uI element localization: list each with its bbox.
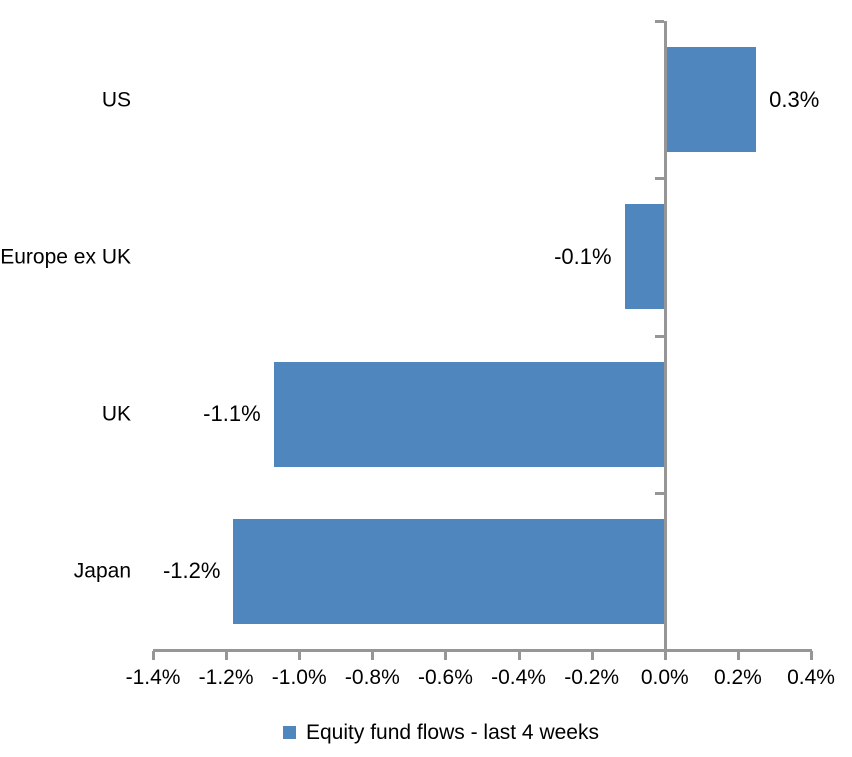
value-label-us: 0.3% [769,86,820,112]
x-axis-tick [371,651,375,660]
x-tick-label-9: 0.4% [787,666,835,689]
y-axis-tick [654,334,664,338]
legend-color-swatch [283,726,296,739]
x-axis-tick [663,651,667,660]
y-axis-tick [654,20,664,23]
y-axis-tick [654,177,664,181]
value-label-uk: -1.1% [203,401,261,427]
value-label-europe-ex-uk: -0.1% [554,243,612,269]
legend-label: Equity fund flows - last 4 weeks [306,721,599,744]
x-tick-label-0: -1.4% [125,666,181,689]
x-axis-tick [298,651,302,660]
x-axis-tick [517,651,521,660]
chart-legend: Equity fund flows - last 4 weeks [283,719,599,746]
bar-europe-ex-uk [624,204,665,310]
x-tick-label-5: -0.4% [491,666,546,689]
y-axis-line [663,21,667,652]
x-axis-tick [225,651,229,660]
category-label-japan: Japan [73,559,131,583]
x-tick-label-7: 0.0% [640,666,689,689]
x-tick-label-8: 0.2% [713,666,762,689]
x-axis-tick [152,651,155,660]
bar-us [664,47,757,153]
x-axis-tick [444,651,448,660]
x-axis-line [153,649,812,652]
x-axis-tick [736,651,740,660]
x-tick-label-6: -0.2% [564,666,620,689]
x-tick-label-3: -0.8% [344,666,400,689]
category-label-europe-ex-uk: Europe ex UK [0,245,131,269]
bar-uk [273,361,665,467]
y-axis-tick [654,491,664,495]
x-axis-tick [590,651,594,660]
x-tick-label-2: -1.0% [271,666,327,689]
value-label-japan: -1.2% [162,558,221,584]
x-tick-label-4: -0.6% [418,666,473,689]
category-label-us: US [101,88,131,112]
x-tick-label-1: -1.2% [198,666,254,689]
category-label-uk: UK [101,402,131,426]
bar-japan [233,518,665,624]
x-axis-tick [810,651,813,660]
